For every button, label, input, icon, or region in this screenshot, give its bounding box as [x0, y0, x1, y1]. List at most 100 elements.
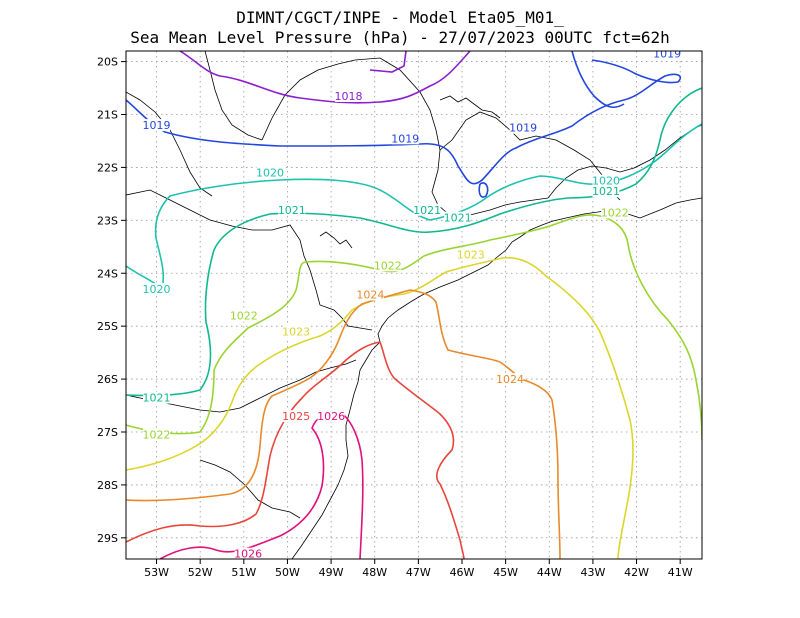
y-tick-label: 24S: [97, 267, 118, 280]
isobar-1021: [126, 87, 702, 397]
isobar-label: 1019: [143, 119, 171, 132]
isobar-label-background: [444, 211, 472, 224]
isobar-label-background: [356, 288, 384, 301]
isobar-label-background: [317, 410, 345, 423]
isobar-1019: [478, 182, 489, 198]
x-tick-label: 51W: [231, 566, 256, 579]
isobar-1025: [126, 341, 465, 559]
isobar-label: 1026: [234, 548, 262, 561]
state-border: [126, 189, 373, 331]
isobar-1019: [571, 51, 625, 109]
state-border: [199, 459, 301, 519]
isobar-label: 1022: [374, 259, 402, 272]
isobar-label-background: [278, 203, 306, 216]
isobar-label: 1018: [335, 90, 363, 103]
state-border: [547, 124, 702, 199]
bay-outline: [319, 231, 353, 249]
x-tick-label: 52W: [188, 566, 213, 579]
isobar-label: 1019: [391, 132, 419, 145]
isobar-label: 1021: [592, 185, 620, 198]
y-tick-label: 25S: [97, 320, 118, 333]
isobar-label-background: [143, 391, 171, 404]
isobar-label: 1020: [143, 283, 171, 296]
state-border: [439, 111, 621, 201]
x-tick-label: 42W: [624, 566, 649, 579]
isobar-label: 1019: [509, 122, 537, 135]
isobar-1024: [126, 289, 561, 559]
chart-title-line-1: DIMNT/CGCT/INPE - Model Eta05_M01_: [236, 8, 564, 27]
coastline-and-borders: [126, 51, 702, 559]
isobar-label: 1021: [143, 392, 171, 405]
isobar-label-background: [230, 309, 258, 322]
plot-background: [126, 51, 702, 559]
isobar-label-background: [391, 132, 419, 145]
x-tick-label: 43W: [580, 566, 605, 579]
state-border: [204, 51, 263, 141]
isobar-label-background: [282, 325, 310, 338]
state-border: [261, 57, 549, 216]
isobar-label: 1021: [444, 212, 472, 225]
isobar-1023: [126, 256, 634, 559]
isobar-label-background: [592, 174, 620, 187]
isobar-label: 1022: [143, 429, 171, 442]
isobar-label-background: [282, 410, 310, 423]
isobar-label: 1019: [653, 48, 681, 61]
isobar-label-background: [256, 166, 284, 179]
isobar-label-background: [143, 119, 171, 132]
y-tick-label: 28S: [97, 479, 118, 492]
state-border: [126, 91, 213, 197]
isobar-label-background: [457, 248, 485, 261]
y-tick-label: 22S: [97, 161, 118, 174]
isobar-label: 1021: [413, 204, 441, 217]
isobar-label: 1021: [278, 204, 306, 217]
y-tick-label: 26S: [97, 373, 118, 386]
plot-frame: [125, 50, 703, 560]
x-tick-label: 49W: [319, 566, 344, 579]
x-tick-label: 46W: [450, 566, 475, 579]
isobar-label: 1020: [592, 175, 620, 188]
x-tick-label: 44W: [537, 566, 562, 579]
isobar-label: 1022: [601, 206, 629, 219]
isobar-label-background: [143, 283, 171, 296]
y-tick-label: 21S: [97, 109, 118, 122]
latitude-axis: 20S 21S 22S 23S 24S 25S 26S 27S 28S 29S: [97, 56, 126, 545]
longitude-axis: 53W 52W 51W 50W 49W 48W 47W 46W 45W 44W 43W 42W 41W: [144, 559, 693, 579]
isobar-label-background: [335, 89, 363, 102]
isobar-1018: [179, 51, 471, 104]
isobar-label-background: [496, 373, 524, 386]
isobar-label: 1020: [256, 167, 284, 180]
isobar-label-background: [413, 203, 441, 216]
isobar-label-background: [601, 206, 629, 219]
isobar-label-background: [653, 51, 681, 60]
isobar-label: 1022: [230, 310, 258, 323]
isobar-label-background: [143, 428, 171, 441]
isobar-lines: [126, 51, 702, 559]
isobar-label-background: [374, 259, 402, 272]
x-tick-label: 48W: [362, 566, 387, 579]
chart-title-line-2: Sea Mean Level Pressure (hPa) - 27/07/20…: [130, 28, 670, 47]
isobar-label-background: [234, 547, 262, 559]
x-tick-label: 50W: [275, 566, 300, 579]
coastline: [291, 197, 702, 559]
river: [439, 95, 501, 119]
isobar-1022: [126, 214, 702, 441]
isobar-label-background: [592, 185, 620, 198]
isobar-label-background: [509, 121, 537, 134]
y-tick-label: 27S: [97, 426, 118, 439]
x-tick-label: 47W: [406, 566, 431, 579]
y-tick-label: 23S: [97, 214, 118, 227]
isobar-label: 1026: [317, 410, 345, 423]
lat-lon-grid: [126, 51, 702, 559]
isobar-label: 1023: [457, 249, 485, 262]
isobar-label: 1024: [496, 373, 524, 386]
isobar-label: 1025: [282, 410, 310, 423]
x-tick-label: 45W: [493, 566, 518, 579]
y-tick-label: 29S: [97, 532, 118, 545]
x-tick-label: 41W: [668, 566, 693, 579]
isobar-1019: [126, 59, 682, 185]
x-tick-label: 53W: [144, 566, 169, 579]
y-tick-label: 20S: [97, 56, 118, 69]
isobar-1018: [369, 51, 407, 73]
